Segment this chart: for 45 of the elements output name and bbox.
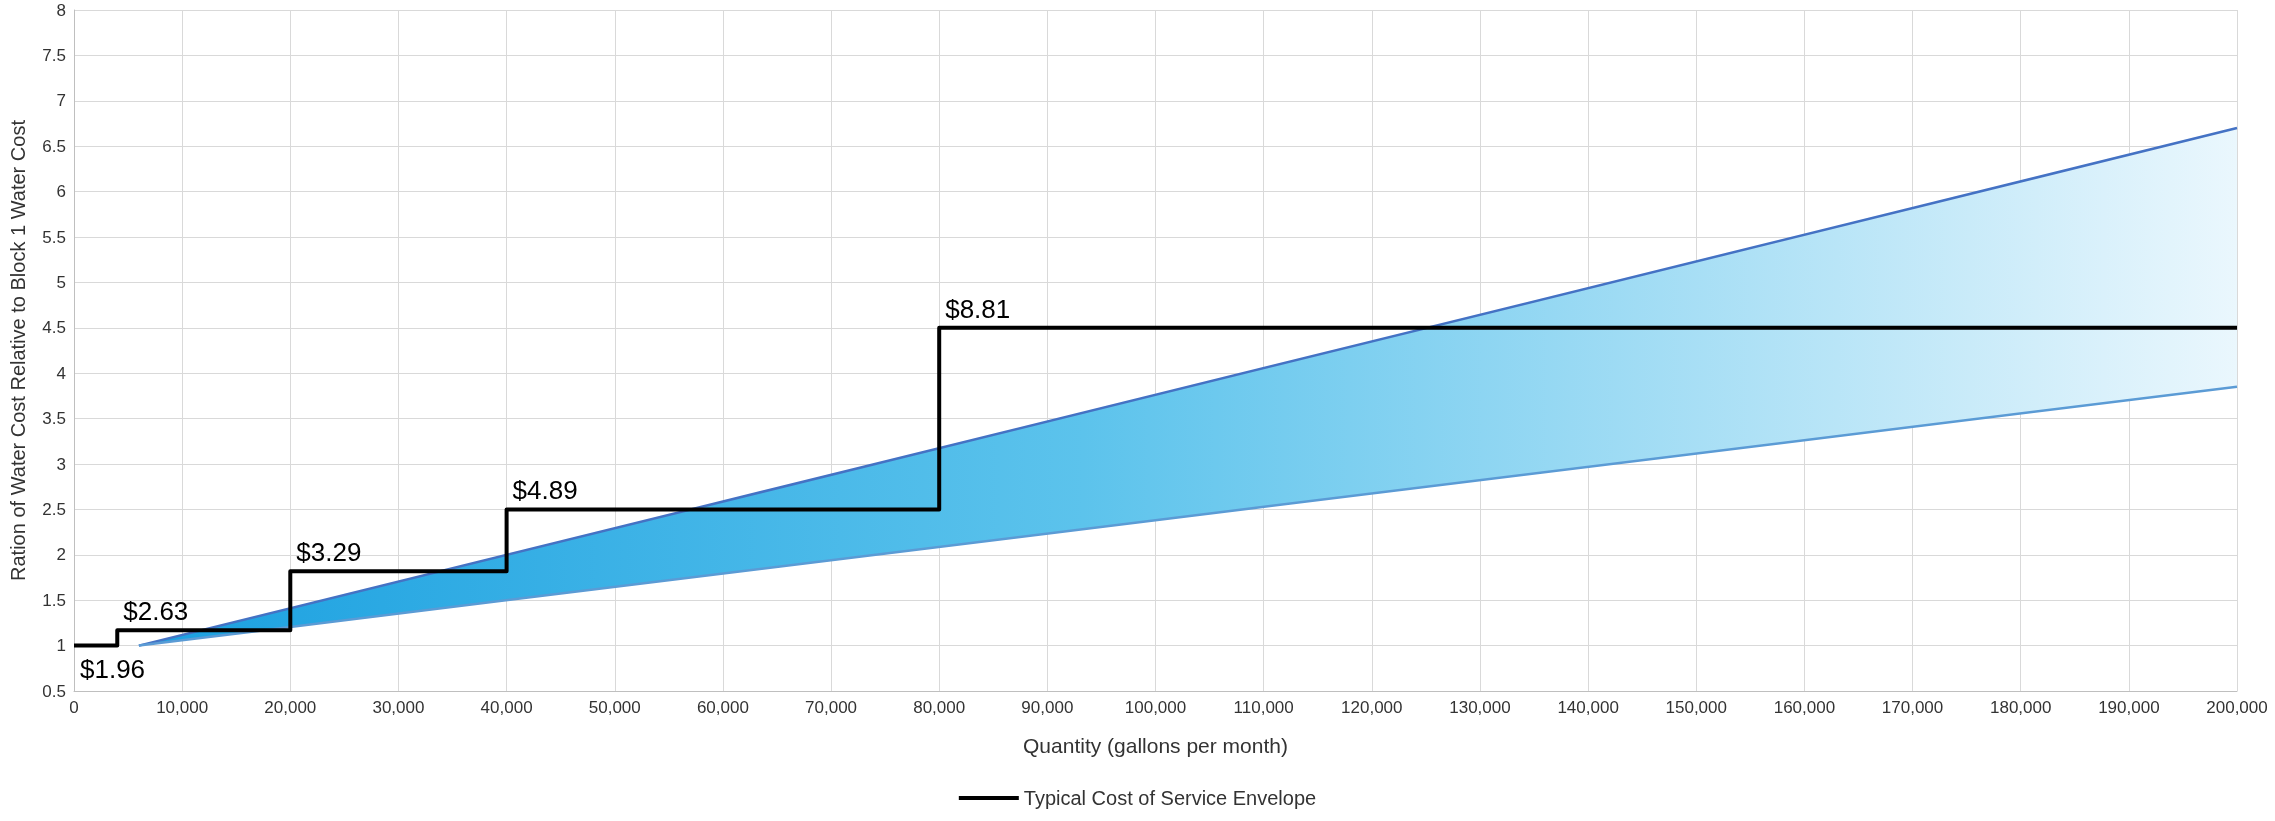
y-tick-label: 7.5 <box>42 45 66 65</box>
x-tick-label: 0 <box>69 698 79 717</box>
x-tick-label: 120,000 <box>1341 698 1403 717</box>
y-tick-label: 2.5 <box>42 499 66 519</box>
x-tick-label: 200,000 <box>2206 698 2268 717</box>
y-tick-label: 5.5 <box>42 227 66 247</box>
x-tick-label: 30,000 <box>372 698 425 717</box>
x-tick-label: 10,000 <box>156 698 209 717</box>
annotation: $1.96 <box>80 653 146 684</box>
x-tick-label: 150,000 <box>1665 698 1727 717</box>
x-axis-title: Quantity (gallons per month) <box>1023 734 1288 757</box>
y-tick-label: 6 <box>56 182 66 202</box>
legend-label: Typical Cost of Service Envelope <box>1023 787 1317 809</box>
y-tick-label: 3 <box>56 454 66 474</box>
y-tick-label: 0.5 <box>42 681 66 701</box>
annotation: $8.81 <box>945 293 1011 324</box>
x-tick-label: 80,000 <box>913 698 966 717</box>
y-axis-title: Ration of Water Cost Relative to Block 1 Water Cost <box>7 119 29 581</box>
x-tick-label: 110,000 <box>1233 698 1294 717</box>
x-tick-label: 90,000 <box>1021 698 1074 717</box>
x-tick-label: 50,000 <box>588 698 641 717</box>
y-tick-label: 4.5 <box>42 318 66 338</box>
y-tick-label: 6.5 <box>42 136 66 156</box>
annotation: $4.89 <box>512 475 578 506</box>
x-tick-label: 100,000 <box>1124 698 1187 717</box>
x-tick-label: 20,000 <box>264 698 317 717</box>
y-tick-label: 7 <box>56 91 66 111</box>
y-tick-label: 5 <box>56 272 66 292</box>
x-tick-label: 40,000 <box>480 698 533 717</box>
y-tick-label: 4 <box>56 363 66 383</box>
y-tick-label: 3.5 <box>42 409 66 429</box>
x-tick-label: 180,000 <box>1989 698 2052 717</box>
x-tick-label: 190,000 <box>2098 698 2160 717</box>
x-tick-label: 70,000 <box>805 698 858 717</box>
y-tick-label: 2 <box>56 545 66 565</box>
x-tick-label: 140,000 <box>1557 698 1619 717</box>
y-tick-label: 1.5 <box>42 590 66 610</box>
y-tick-label: 8 <box>56 0 66 20</box>
annotation: $3.29 <box>296 537 362 568</box>
x-tick-label: 160,000 <box>1773 698 1836 717</box>
x-tick-label: 170,000 <box>1881 698 1944 717</box>
annotation: $2.63 <box>123 596 189 627</box>
x-tick-label: 130,000 <box>1449 698 1511 717</box>
x-tick-label: 60,000 <box>696 698 749 717</box>
y-tick-label: 1 <box>56 636 66 656</box>
